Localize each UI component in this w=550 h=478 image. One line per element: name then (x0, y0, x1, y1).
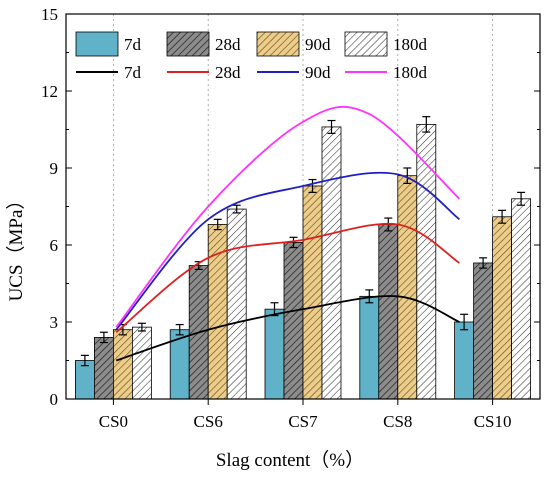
x-tick-label-CS7: CS7 (288, 412, 318, 431)
y-tick-label-6: 6 (50, 236, 59, 255)
bar-7d-CS7 (264, 308, 285, 400)
bar-180d-CS6 (226, 208, 247, 400)
trend-curves (115, 106, 461, 362)
bar-28d-CS7 (283, 242, 304, 400)
bar-180d-CS10 (511, 198, 532, 400)
bar-7d-CS8 (359, 295, 380, 400)
curve-28d (115, 222, 460, 333)
error-bars (80, 116, 526, 367)
bar-28d-CS8 (378, 224, 399, 400)
legend-label-line-7d: 7d (124, 63, 142, 82)
axes: 0 3 6 9 12 15 CS0 CS6 CS7 CS8 CS10 (41, 5, 541, 431)
legend-label-bar-90d: 90d (305, 35, 331, 54)
legend-label-line-180d: 180d (393, 63, 428, 82)
curve-7d (115, 295, 460, 362)
curve-90d (115, 171, 460, 331)
legend-swatch-bar-180d (344, 31, 388, 57)
bar-90d-CS7 (302, 185, 323, 400)
y-tick-label-0: 0 (50, 390, 59, 409)
bar-7d-CS10 (454, 321, 475, 400)
bars (75, 123, 532, 400)
legend-swatch-bar-28d (166, 31, 210, 57)
bar-7d-CS0 (75, 360, 95, 400)
y-tick-label-3: 3 (50, 313, 59, 332)
bar-180d-CS7 (321, 126, 342, 400)
bar-90d-CS0 (113, 329, 133, 400)
x-tick-label-CS6: CS6 (194, 412, 223, 431)
legend-label-bar-7d: 7d (124, 35, 142, 54)
legend-swatch-bar-7d (75, 31, 119, 57)
curve-180d (115, 106, 461, 328)
y-tick-label-12: 12 (41, 82, 58, 101)
legend-label-bar-180d: 180d (393, 35, 428, 54)
x-tick-label-CS8: CS8 (383, 412, 412, 431)
y-tick-label-9: 9 (50, 159, 59, 178)
legend-label-line-28d: 28d (215, 63, 241, 82)
bar-90d-CS10 (492, 216, 513, 400)
x-tick-label-CS10: CS10 (474, 412, 512, 431)
legend-label-bar-28d: 28d (215, 35, 241, 54)
y-tick-label-15: 15 (41, 5, 58, 24)
legend: 7d 28d 90d 180d 7d 28d 90d 180d (75, 31, 428, 82)
y-axis-title: UCS（MPa） (5, 191, 27, 302)
x-axis-title: Slag content（%） (216, 449, 364, 471)
x-tick-label-CS0: CS0 (99, 412, 128, 431)
bar-180d-CS0 (131, 326, 152, 400)
legend-label-line-90d: 90d (305, 63, 331, 82)
bar-28d-CS10 (473, 262, 494, 400)
bar-180d-CS8 (416, 123, 437, 400)
bar-90d-CS8 (397, 175, 418, 400)
legend-swatch-bar-90d (256, 31, 300, 57)
bar-28d-CS0 (94, 336, 114, 400)
